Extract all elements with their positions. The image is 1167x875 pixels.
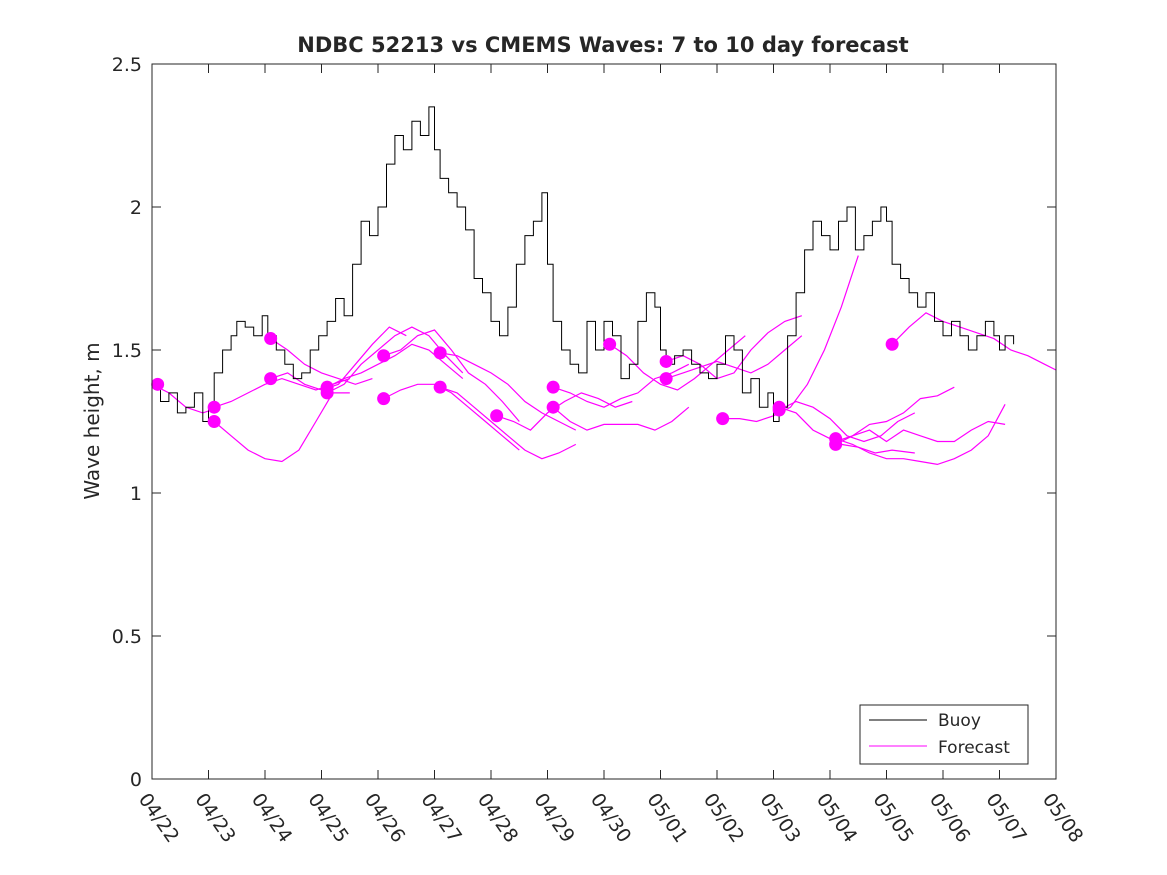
plot-data: [151, 106, 1057, 466]
forecast-line: [778, 400, 916, 443]
forecast-start-marker: [320, 386, 334, 400]
forecast-line: [552, 406, 690, 431]
forecast-line: [609, 335, 746, 391]
forecast-start-marker: [659, 372, 673, 386]
forecast-line: [383, 383, 520, 451]
forecast-start-marker: [377, 392, 391, 406]
forecast-line: [270, 338, 373, 385]
forecast-start-marker: [885, 337, 899, 351]
legend-buoy-label: Buoy: [938, 711, 981, 731]
y-axis: 0 0.5 1 1.5 2 2.5: [112, 54, 1056, 791]
forecast-line: [665, 315, 802, 380]
forecast-start-marker: [207, 400, 221, 414]
forecast-start-marker: [377, 349, 391, 363]
y-tick-label: 1: [130, 483, 142, 505]
forecast-line: [891, 312, 1057, 371]
legend: Buoy Forecast: [859, 704, 1029, 765]
forecast-line: [665, 335, 803, 380]
y-tick-label: 0.5: [112, 626, 142, 648]
y-axis-label: Wave height, m: [80, 342, 104, 499]
forecast-start-marker: [772, 403, 786, 417]
forecast-line: [383, 329, 520, 422]
y-tick-label: 2: [130, 197, 142, 219]
y-tick-label: 2.5: [112, 54, 142, 76]
forecast-start-marker: [546, 380, 560, 394]
y-tick-label: 0: [130, 769, 142, 791]
forecast-line: [439, 386, 577, 460]
forecast-line: [326, 343, 464, 388]
forecast-start-marker: [603, 337, 617, 351]
chart-title: NDBC 52213 vs CMEMS Waves: 7 to 10 day f…: [297, 33, 908, 57]
forecast-line: [440, 352, 577, 431]
forecast-line: [722, 255, 859, 423]
forecast-line: [835, 404, 1006, 466]
forecast-start-marker: [264, 372, 278, 386]
forecast-start-marker: [433, 380, 447, 394]
forecast-start-marker: [207, 415, 221, 428]
buoy-line: [152, 106, 1015, 422]
legend-forecast-label: Forecast: [938, 738, 1010, 758]
forecast-start-marker: [490, 409, 504, 423]
forecast-start-marker: [433, 346, 447, 360]
y-tick-label: 1.5: [112, 340, 142, 362]
forecast-line: [835, 420, 1006, 443]
legend-box: [859, 704, 1029, 765]
forecast-line: [835, 386, 955, 445]
forecast-start-marker: [716, 412, 730, 426]
forecast-start-marker: [659, 354, 673, 368]
forecast-start-marker: [151, 377, 165, 391]
forecast-line: [213, 392, 350, 463]
forecast-start-marker: [546, 400, 560, 414]
forecast-start-marker: [264, 332, 278, 346]
forecast-start-marker: [829, 437, 843, 451]
